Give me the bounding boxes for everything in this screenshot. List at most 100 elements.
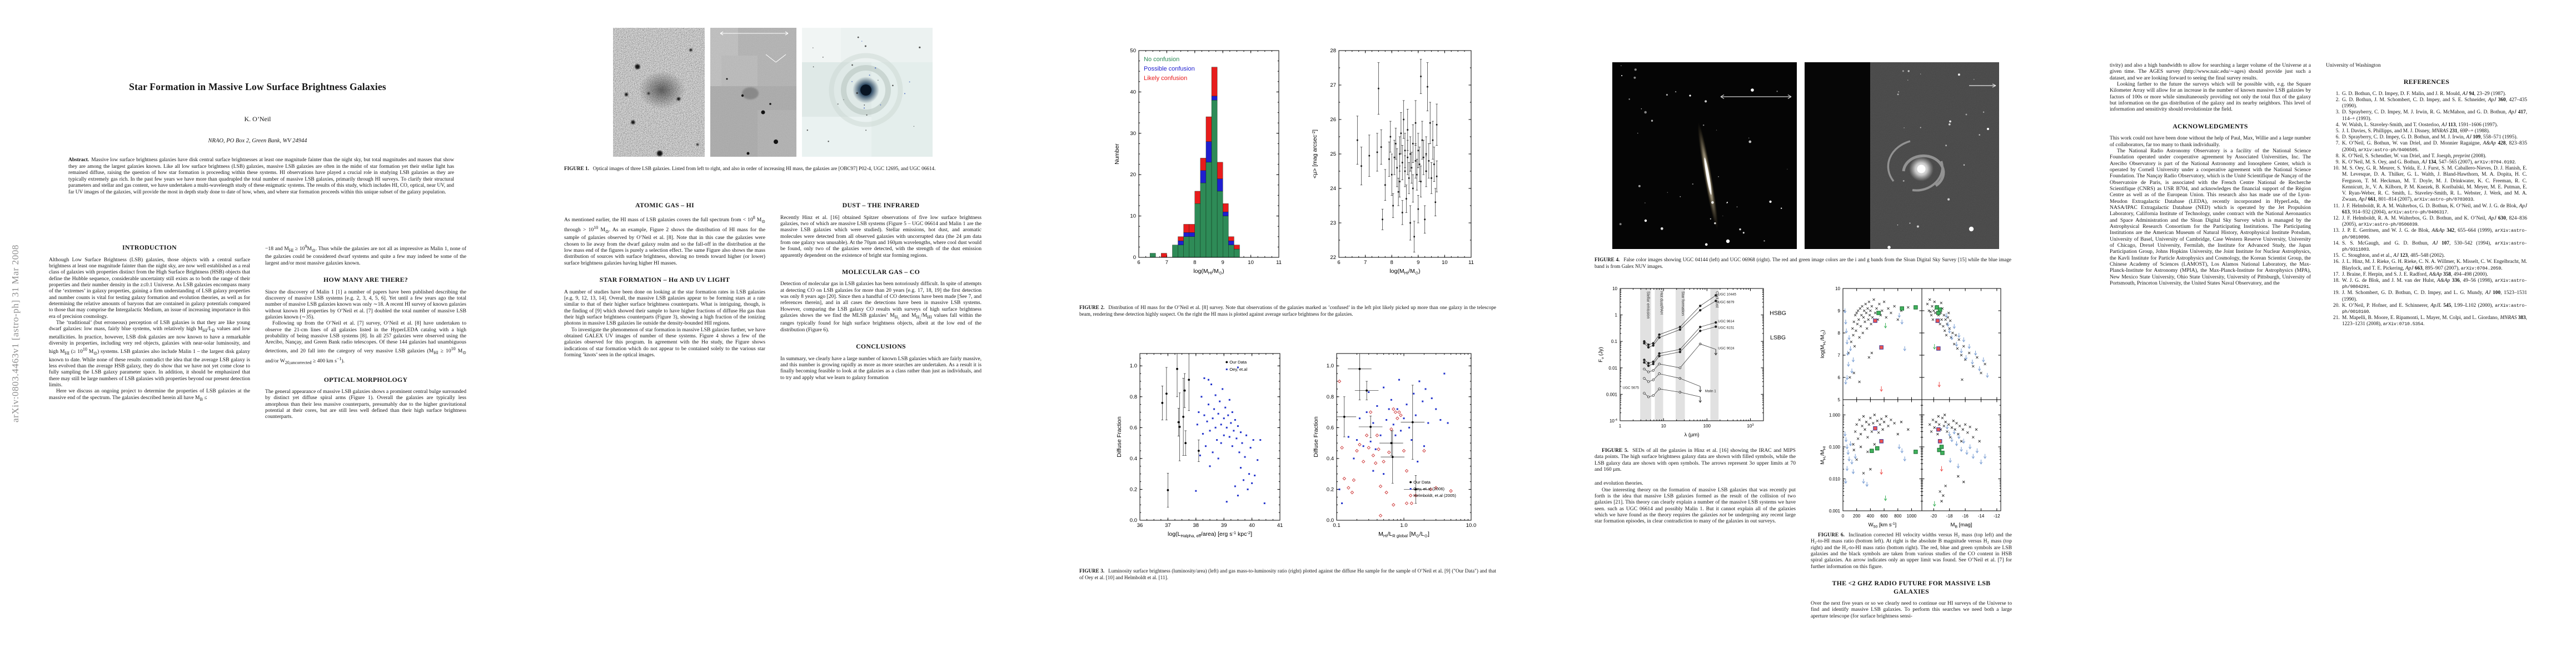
- svg-text:28: 28: [1330, 48, 1336, 54]
- svg-text:10: 10: [1442, 260, 1448, 266]
- svg-text:0.1: 0.1: [1333, 522, 1340, 529]
- page-1: arXiv:0803.4463v1 [astro-ph] 31 Mar 2008…: [0, 0, 515, 667]
- svg-text:103​: 103​: [1747, 424, 1753, 429]
- galaxy-image-obc97-p02-4: [612, 28, 705, 157]
- abstract: Abstract. Massive low surface brightness …: [68, 157, 454, 196]
- svg-text:10: 10: [1248, 260, 1254, 266]
- paragraph: Looking farther to the future the survey…: [2110, 81, 2311, 113]
- paragraph: Recently Hinz et al. [16] obtained Spitz…: [780, 214, 981, 258]
- page-3: 6 7 8 9 10 11 0 10 20 30 40 50 log(MHI​/M⊙​) Number No…: [1030, 0, 1546, 667]
- svg-text:0: 0: [1133, 255, 1136, 261]
- page-2: FIGURE 1. Optical images of three LSB gal…: [515, 0, 1030, 667]
- svg-text:No confusion: No confusion: [1144, 56, 1179, 63]
- svg-text:0.100: 0.100: [1829, 445, 1841, 450]
- svg-text:38: 38: [1193, 522, 1199, 529]
- svg-text:UGC 9614: UGC 9614: [1718, 320, 1735, 323]
- svg-text:6: 6: [1838, 375, 1841, 380]
- paragraph: tivity) and also a high bandwidth to all…: [2110, 62, 2311, 81]
- figure4-caption-label: FIGURE 4.: [1595, 257, 1620, 262]
- svg-text:<µ> [mag arcsec-2​]: <µ> [mag arcsec-2​]: [1311, 130, 1318, 178]
- svg-text:-20: -20: [1931, 514, 1937, 519]
- reference-item: M. S. Oey, G. R. Meurer, S. Yelda, E. J.…: [2341, 166, 2527, 203]
- svg-text:7: 7: [1165, 260, 1168, 266]
- svg-text:0.010: 0.010: [1829, 476, 1841, 481]
- svg-text:0.0: 0.0: [1327, 517, 1334, 524]
- scale-bar: [1720, 94, 1792, 99]
- svg-text:1.0: 1.0: [1400, 522, 1407, 529]
- svg-text:24: 24: [1330, 186, 1336, 192]
- svg-text:-14: -14: [1978, 514, 1985, 519]
- svg-text:6: 6: [1137, 260, 1140, 266]
- paragraph: Since the discovery of Malin 1 [1] a num…: [265, 288, 466, 320]
- reference-item: K. O’Neil, G. Bothun, W. van Driel, and …: [2341, 141, 2527, 153]
- figure6-caption: FIGURE 6. Inclination corrected HI veloci…: [1811, 532, 2012, 570]
- svg-text:10.0: 10.0: [1466, 522, 1477, 529]
- svg-text:UGC 9024: UGC 9024: [1718, 347, 1735, 351]
- figure1-caption-label: FIGURE 1.: [564, 166, 589, 171]
- references-list: G. D. Bothun, C. D. Impey, D. F. Malin, …: [2326, 91, 2527, 328]
- reference-item: K. O’Neil, P. Hofner, and E. Schinnerer,…: [2341, 303, 2527, 315]
- svg-text:1.0: 1.0: [1130, 363, 1137, 369]
- svg-text:0.001: 0.001: [1829, 509, 1841, 514]
- svg-text:8: 8: [1391, 260, 1393, 266]
- svg-text:Stellar emission: Stellar emission: [1646, 291, 1650, 319]
- reference-item: S. S. McGaugh, and G. D. Bothun, AJ 107,…: [2341, 241, 2527, 253]
- svg-text:0.6: 0.6: [1130, 425, 1137, 431]
- svg-text:Star formation: Star formation: [1681, 291, 1685, 316]
- svg-text:Likely confusion: Likely confusion: [1144, 75, 1187, 82]
- figure4-caption-text: False color images showing UGC 04144 (le…: [1595, 257, 2011, 269]
- figure5-caption-label: FIGURE 5.: [1602, 447, 1629, 454]
- paper-affiliation: NRAO, PO Box 2, Green Bank, WV 24944: [208, 138, 307, 144]
- svg-text:Possible confusion: Possible confusion: [1144, 66, 1195, 72]
- svg-text:0.01: 0.01: [1608, 366, 1617, 371]
- svg-text:0.1: 0.1: [1611, 339, 1618, 344]
- svg-text:1.000: 1.000: [1829, 412, 1841, 417]
- reference-item: J. Braine, F. Herpin, and S. J. E. Radfo…: [2341, 272, 2527, 278]
- page5-column-right: University of Washington REFERENCES G. D…: [2326, 62, 2527, 328]
- section-heading-conclusions: CONCLUSIONS: [856, 342, 906, 351]
- galaxy-image-ugc-12695: [710, 28, 796, 157]
- galaxy-image-ugc-06968: [1805, 62, 1999, 249]
- paragraph: This work could not have been done witho…: [2110, 135, 2311, 148]
- section-heading-star-formation: STAR FORMATION – Hα AND UV LIGHT: [599, 276, 730, 284]
- svg-text:log(MH₂​/M⊙​): log(MH₂​/M⊙​): [1820, 330, 1827, 359]
- svg-text:UGC 5675: UGC 5675: [1623, 386, 1640, 390]
- paragraph: University of Washington: [2326, 62, 2381, 68]
- reference-item: W. Walsh, L. Staveley-Smith, and T. Oost…: [2341, 122, 2527, 128]
- svg-text:log(LHalpha, eff​/area) [erg s: log(LHalpha, eff​/area) [erg s-1​ kpc-2​…: [1168, 530, 1252, 539]
- figure4-caption: FIGURE 4. False color images showing UGC …: [1595, 257, 2011, 270]
- svg-text:39: 39: [1221, 522, 1227, 529]
- galaxy-image-ugc-04144: [1612, 62, 1797, 249]
- reference-item: J. P. E. Gerritsen, and W. J. G. de Blok…: [2341, 228, 2527, 240]
- reference-item: C. Stoughton, and et al., AJ 123, 485–54…: [2341, 253, 2527, 259]
- svg-text:0.4: 0.4: [1327, 456, 1334, 462]
- svg-text:1.0: 1.0: [1327, 363, 1334, 369]
- section-heading-atomic-gas: ATOMIC GAS – HI: [635, 201, 694, 209]
- svg-text:1: 1: [1619, 424, 1622, 429]
- abstract-label: Abstract.: [68, 157, 89, 163]
- svg-text:Hot dust/PAH: Hot dust/PAH: [1659, 291, 1663, 315]
- compass-annotation: [720, 31, 788, 63]
- galaxy-image-ugc-06614: [801, 28, 933, 157]
- svg-text:Number: Number: [1114, 143, 1120, 165]
- paragraph: −18 and MHI ≥ 109M⊙. Thus while the gala…: [265, 244, 467, 266]
- svg-text:27: 27: [1330, 82, 1336, 88]
- svg-text:Cool dust: Cool dust: [1715, 291, 1718, 308]
- svg-text:10: 10: [1612, 286, 1617, 291]
- reference-item: G. D. Bothun, J. M. Schombert, C. D. Imp…: [2341, 97, 2527, 109]
- svg-text:Diffuse Fraction: Diffuse Fraction: [1116, 416, 1123, 457]
- section-heading-dust: DUST – THE INFRARED: [842, 201, 920, 209]
- figure2-caption: FIGURE 2. Distribution of HI mass for the…: [1079, 305, 1496, 317]
- svg-text:0.8: 0.8: [1327, 394, 1334, 400]
- svg-text:0.001: 0.001: [1606, 392, 1618, 397]
- svg-text:11: 11: [1468, 260, 1474, 266]
- svg-text:25: 25: [1330, 151, 1336, 157]
- figure2-chart: 6 7 8 9 10 11 0 10 20 30 40 50 log(MHI​/M⊙​) Number No…: [1114, 48, 1474, 276]
- figure1-caption-text: Optical images of three LSB galaxies. Li…: [592, 166, 936, 171]
- section-heading-radio-future: THE <2 GHZ RADIO FUTURE FOR MASSIVE LSB …: [1832, 579, 1991, 595]
- page4-column-left: Stellar emission Hot dust/PAH Star formati…: [1595, 281, 1796, 525]
- svg-text:9: 9: [1222, 260, 1224, 266]
- svg-text:7: 7: [1838, 353, 1841, 358]
- abstract-text: Massive low surface brightness galaxies …: [68, 157, 454, 195]
- paragraph: Here we discuss an ongoing project to de…: [49, 388, 250, 402]
